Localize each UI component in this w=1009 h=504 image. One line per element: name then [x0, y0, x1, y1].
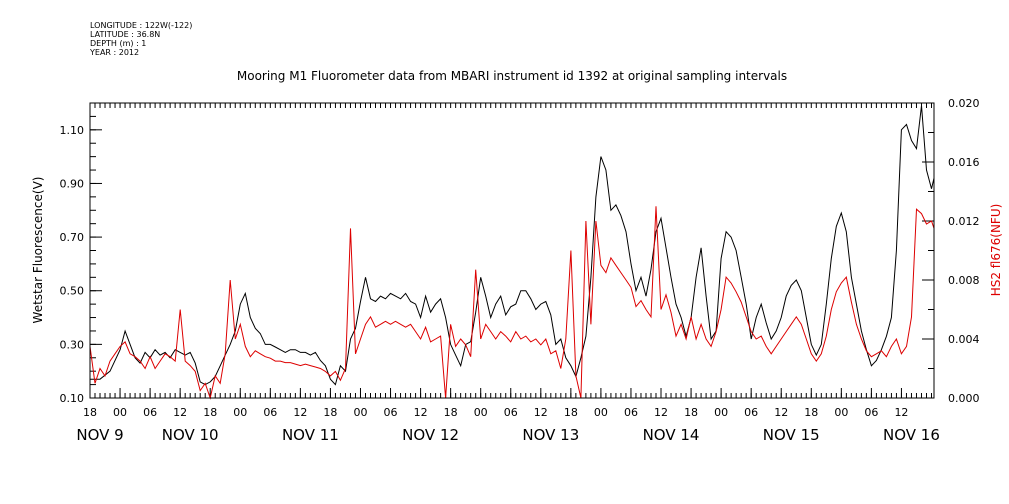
y-tick-label: 0.50 — [60, 285, 85, 298]
x-day-label: NOV 10 — [162, 426, 219, 444]
x-tick-label: 12 — [774, 406, 788, 419]
x-tick-label: 12 — [173, 406, 187, 419]
meta-longitude: LONGITUDE : 122W(-122) — [90, 21, 193, 30]
meta-depth: DEPTH (m) : 1 — [90, 39, 147, 48]
y2-axis-title: HS2 fl676(NFU) — [989, 204, 1003, 297]
meta-latitude: LATITUDE : 36.8N — [90, 30, 161, 39]
y-tick-label: 1.10 — [60, 124, 85, 137]
x-day-label: NOV 15 — [763, 426, 820, 444]
y2-tick-label: 0.020 — [948, 97, 980, 110]
x-day-label: NOV 13 — [522, 426, 579, 444]
x-tick-label: 00 — [233, 406, 247, 419]
y-tick-label: 0.70 — [60, 231, 85, 244]
x-tick-label: 12 — [894, 406, 908, 419]
plot-frame — [89, 102, 935, 399]
label-layer: 18 00 06 12 18 00 06 12 18 00 06 12 18 00 06 12 18 00 06 12… — [60, 97, 980, 444]
y-tick-label: 0.30 — [60, 338, 85, 351]
y2-tick-label: 0.008 — [948, 274, 980, 287]
x-day-label: NOV 14 — [643, 426, 700, 444]
x-tick-label: 18 — [804, 406, 818, 419]
x-tick-label: 06 — [384, 406, 398, 419]
x-day-label: NOV 16 — [883, 426, 940, 444]
x-tick-label: 18 — [83, 406, 97, 419]
y2-tick-label: 0.000 — [948, 392, 980, 405]
x-tick-label: 06 — [624, 406, 638, 419]
y2-tick-label: 0.016 — [948, 156, 980, 169]
x-tick-label: 12 — [534, 406, 548, 419]
x-tick-label: 06 — [143, 406, 157, 419]
y2-tick-label: 0.012 — [948, 215, 980, 228]
x-tick-label: 06 — [263, 406, 277, 419]
x-tick-label: 18 — [323, 406, 337, 419]
x-tick-label: 18 — [203, 406, 217, 419]
x-tick-label: 00 — [834, 406, 848, 419]
x-tick-label: 06 — [744, 406, 758, 419]
x-tick-label: 18 — [684, 406, 698, 419]
y-tick-label: 0.90 — [60, 177, 85, 190]
series-layer — [89, 105, 935, 400]
y-tick-label: 0.10 — [60, 392, 85, 405]
y-axis-title: Wetstar Fluorescence(V) — [31, 177, 45, 324]
x-tick-label: 00 — [714, 406, 728, 419]
series-line-wetstar — [90, 105, 935, 386]
x-tick-label: 06 — [864, 406, 878, 419]
chart-title: Mooring M1 Fluorometer data from MBARI i… — [237, 69, 787, 83]
x-tick-label: 12 — [654, 406, 668, 419]
x-day-label: NOV 9 — [76, 426, 123, 444]
tick-layer — [89, 102, 934, 399]
x-tick-label: 18 — [564, 406, 578, 419]
x-day-label: NOV 11 — [282, 426, 339, 444]
x-tick-label: 00 — [594, 406, 608, 419]
x-tick-label: 00 — [353, 406, 367, 419]
metadata-block: LONGITUDE : 122W(-122) LATITUDE : 36.8N … — [90, 21, 192, 57]
x-tick-label: 18 — [444, 406, 458, 419]
x-tick-label: 06 — [504, 406, 518, 419]
x-tick-label: 12 — [414, 406, 428, 419]
series-line-hs2 — [89, 206, 935, 400]
meta-year: YEAR : 2012 — [90, 48, 140, 57]
x-day-label: NOV 12 — [402, 426, 459, 444]
x-tick-label: 12 — [293, 406, 307, 419]
x-tick-label: 00 — [113, 406, 127, 419]
y2-tick-label: 0.004 — [948, 333, 980, 346]
x-tick-label: 00 — [474, 406, 488, 419]
